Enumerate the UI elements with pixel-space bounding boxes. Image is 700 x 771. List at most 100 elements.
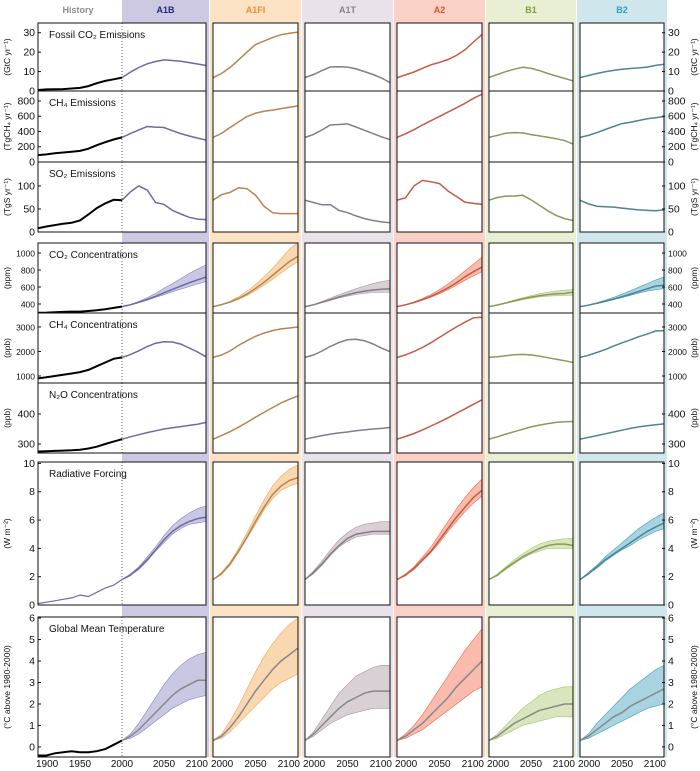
panel-border [488,461,574,606]
series-line-B2 [580,522,664,581]
y-tick-label-right: 6 [668,613,674,625]
panel-4-4 [489,353,573,364]
panel-bg [305,462,390,605]
x-tick-label-B2: 2050 [611,759,634,770]
panel-2-1 [213,187,298,215]
y-tick-label-left: 8 [29,486,35,498]
y-tick-label-left: 200 [17,141,35,153]
y-tick-label-left: 600 [17,111,35,123]
y-axis-label-right: (ppm) [689,267,699,289]
series-line-A2 [397,660,482,742]
y-tick-label-left: 4 [29,543,35,555]
y-tick-label-left: 2 [29,571,35,583]
panel-border [396,461,483,606]
panel-bg [489,383,573,453]
y-tick-label-left: 0 [29,227,35,239]
panel-bg [489,243,573,313]
panel-0-5 [580,63,664,79]
x-tick-label-A1T: 2050 [336,759,359,770]
y-tick-label-right: 4 [668,656,674,668]
panel-3-5 [580,276,664,308]
panel-bg [580,383,664,453]
panel-5-5 [580,423,664,440]
y-tick-label-right: 800 [668,266,682,276]
panel-border [579,616,665,758]
y-tick-label-right: 400 [668,126,686,138]
y-tick-label-left: 20 [23,47,35,59]
series-line-B2 [580,329,664,359]
panel-bg [38,91,206,162]
y-tick-label-left: 800 [21,266,35,276]
y-tick-label-left: 3000 [16,322,35,332]
panel-border [304,616,391,758]
series-line-A1B [121,59,206,79]
panel-border [37,616,207,758]
x-tick-label-A2: 2050 [428,759,451,770]
y-axis-label-left: (°C above 1980-2000) [2,645,12,729]
series-line-B2 [580,688,664,742]
y-axis-label-left: (ppm) [2,267,12,289]
series-line-A2 [397,316,482,359]
panel-7-4 [489,686,573,742]
panel-7-0 [38,617,206,757]
x-tick-label-history: 2100 [186,759,209,770]
panel-bg [580,617,664,757]
panel-4-0 [38,313,206,383]
x-tick-label-A1T: 2100 [370,759,393,770]
panel-bg [305,243,390,313]
y-tick-label-right: 2 [668,571,674,583]
series-line-B1 [489,291,573,308]
panel-6-1 [213,464,298,581]
y-axis-label-right: (°C above 1980-2000) [689,645,699,729]
history-line [38,438,123,453]
panel-border [37,161,207,233]
panel-6-4 [489,538,573,581]
panel-bg [580,243,664,313]
panel-border [488,382,574,454]
panel-4-3 [397,316,482,359]
series-line-A1B [121,516,206,581]
panel-bg [213,23,298,91]
series-line-B2 [580,199,664,212]
y-tick-label-left: 6 [29,515,35,527]
panel-5-1 [213,395,298,440]
y-tick-label-left: 5 [29,634,35,646]
panel-3-3 [397,256,482,308]
panel-6-3 [397,478,482,581]
series-line-A1B [121,421,206,440]
series-line-A1FI [213,255,298,308]
y-tick-label-left: 30 [23,27,35,39]
history-line [38,76,123,91]
y-tick-label-right: 300 [668,438,686,450]
y-tick-label-left: 2000 [16,347,35,357]
y-tick-label-left: 10 [23,66,35,78]
series-line-A1B [121,125,206,141]
x-tick-label-B1: 2100 [553,759,576,770]
y-tick-label-right: 0 [668,741,674,753]
scenario-header-A1T: A1T [339,5,357,15]
y-axis-label-left: (ppb) [2,338,12,358]
y-tick-label-right: 400 [668,408,686,420]
series-line-B1 [489,194,573,222]
y-axis-label-left: (TgS yr⁻¹) [2,178,12,216]
panel-bg [305,617,390,757]
series-line-A1FI [213,647,298,742]
y-tick-label-left: 2 [29,698,35,710]
series-line-A1B [121,679,206,742]
y-tick-label-left: 300 [17,438,35,450]
panel-border [304,161,391,233]
y-tick-label-left: 0 [29,600,35,612]
panel-1-4 [489,131,573,145]
panel-bg [580,162,664,232]
series-line-A1B [121,185,206,221]
panel-border [488,161,574,233]
history-line [38,198,123,230]
panel-bg [397,243,482,313]
y-tick-label-right: 0 [668,157,674,169]
panel-border [304,461,391,606]
series-line-B1 [489,703,573,742]
y-tick-label-right: 400 [668,299,682,309]
y-axis-label-left: (TgCH₄ yr⁻¹) [2,102,12,150]
history-line [38,356,123,380]
uncertainty-band-A1T [305,521,390,580]
